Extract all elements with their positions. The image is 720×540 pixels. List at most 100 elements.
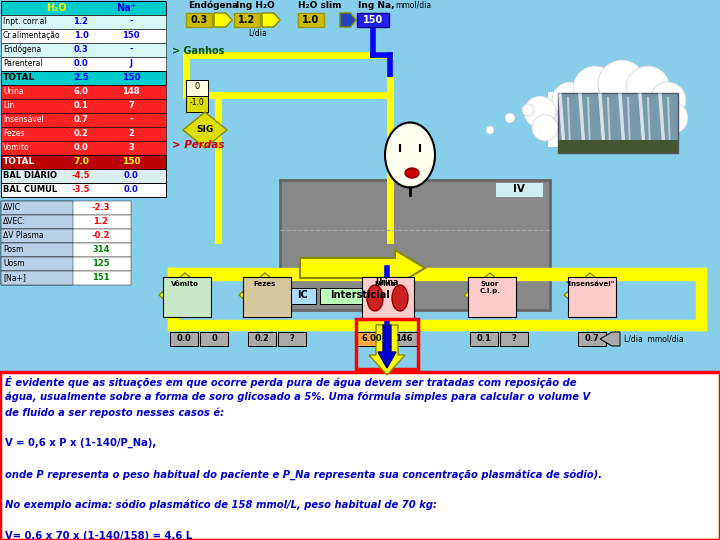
Text: > Perdas: > Perdas [172, 140, 225, 150]
FancyBboxPatch shape [568, 277, 616, 317]
FancyBboxPatch shape [0, 372, 720, 540]
Text: Urina: Urina [375, 278, 399, 287]
FancyBboxPatch shape [163, 277, 211, 317]
Text: TOTAL: TOTAL [3, 157, 35, 166]
FancyBboxPatch shape [1, 243, 73, 257]
FancyBboxPatch shape [278, 332, 306, 346]
FancyBboxPatch shape [1, 243, 131, 257]
Circle shape [646, 118, 674, 146]
FancyBboxPatch shape [248, 332, 276, 346]
FancyBboxPatch shape [1, 127, 166, 141]
FancyBboxPatch shape [186, 13, 212, 27]
Text: 0.3: 0.3 [73, 45, 89, 54]
Text: Vômito: Vômito [171, 281, 199, 287]
Text: 0.0: 0.0 [124, 171, 138, 180]
FancyBboxPatch shape [1, 57, 166, 71]
Text: 0.0: 0.0 [73, 143, 89, 152]
Text: 0.2: 0.2 [255, 334, 269, 343]
Text: L/dia  mmol/dia: L/dia mmol/dia [624, 334, 683, 343]
Text: 0.0: 0.0 [124, 185, 138, 194]
Polygon shape [300, 250, 425, 286]
Ellipse shape [405, 168, 419, 178]
Text: Endógena: Endógena [188, 1, 238, 10]
FancyBboxPatch shape [1, 229, 73, 243]
Text: TOTAL: TOTAL [3, 73, 35, 82]
Text: V= 0,6 x 70 x (1-140/158) = 4,6 L: V= 0,6 x 70 x (1-140/158) = 4,6 L [5, 531, 192, 540]
FancyBboxPatch shape [298, 13, 324, 27]
Text: "Insensável": "Insensável" [565, 281, 615, 287]
Text: 150: 150 [122, 73, 140, 82]
Text: V = 0,6 x P x (1-140/P_Na),: V = 0,6 x P x (1-140/P_Na), [5, 438, 156, 448]
Text: Urina: Urina [3, 87, 24, 96]
Text: 0.3: 0.3 [190, 15, 207, 25]
Polygon shape [564, 273, 616, 317]
FancyBboxPatch shape [1, 271, 73, 285]
FancyBboxPatch shape [1, 43, 166, 57]
Text: 148: 148 [122, 87, 140, 96]
Text: ?: ? [512, 334, 516, 343]
FancyBboxPatch shape [1, 29, 166, 43]
FancyBboxPatch shape [1, 169, 166, 183]
Circle shape [532, 115, 558, 141]
FancyBboxPatch shape [1, 113, 166, 127]
FancyBboxPatch shape [1, 155, 166, 169]
Text: ΔV Plasma: ΔV Plasma [3, 231, 44, 240]
FancyBboxPatch shape [170, 332, 198, 346]
FancyBboxPatch shape [1, 141, 166, 155]
FancyBboxPatch shape [495, 182, 543, 197]
Text: 0.7: 0.7 [73, 115, 89, 124]
Text: 0: 0 [211, 334, 217, 343]
FancyBboxPatch shape [362, 277, 414, 319]
FancyBboxPatch shape [320, 288, 400, 304]
Text: de fluido a ser reposto nesses casos é:: de fluido a ser reposto nesses casos é: [5, 407, 224, 417]
Text: H₂O slim: H₂O slim [298, 1, 341, 10]
Polygon shape [159, 273, 211, 317]
Polygon shape [369, 325, 405, 375]
Polygon shape [262, 13, 280, 27]
FancyBboxPatch shape [468, 277, 516, 317]
FancyBboxPatch shape [356, 332, 388, 346]
FancyBboxPatch shape [1, 257, 131, 271]
FancyBboxPatch shape [1, 201, 131, 215]
Text: -2.3: -2.3 [91, 203, 110, 212]
FancyBboxPatch shape [1, 183, 166, 197]
FancyBboxPatch shape [1, 99, 166, 113]
Circle shape [650, 82, 686, 118]
Text: -: - [129, 17, 132, 26]
FancyBboxPatch shape [1, 201, 73, 215]
Text: -4.5: -4.5 [72, 171, 90, 180]
FancyBboxPatch shape [357, 13, 389, 27]
Text: 150: 150 [363, 15, 383, 25]
Text: Suor
C.l.p.: Suor C.l.p. [480, 281, 500, 294]
Text: 0.7: 0.7 [585, 334, 599, 343]
Text: -: - [129, 115, 132, 124]
Text: Posm: Posm [3, 245, 23, 254]
Circle shape [522, 104, 534, 116]
Text: 1.2: 1.2 [73, 17, 89, 26]
Text: Na⁺: Na⁺ [116, 3, 136, 13]
Text: [Na+]: [Na+] [3, 273, 26, 282]
Text: onde P representa o peso habitual do paciente e P_Na representa sua concentração: onde P representa o peso habitual do pac… [5, 469, 602, 480]
Circle shape [524, 96, 556, 128]
Text: 146: 146 [395, 334, 413, 343]
Ellipse shape [385, 123, 435, 187]
Text: Lin: Lin [3, 101, 14, 110]
Text: mmol/dia: mmol/dia [395, 1, 431, 10]
Text: 0.1: 0.1 [73, 101, 89, 110]
Text: 150: 150 [122, 157, 140, 166]
Text: 0: 0 [194, 82, 199, 91]
Text: 2: 2 [128, 129, 134, 138]
FancyBboxPatch shape [243, 277, 291, 317]
Text: No exemplo acima: sódio plasmático de 158 mmol/L, peso habitual de 70 kg:: No exemplo acima: sódio plasmático de 15… [5, 500, 437, 510]
Text: -1.0: -1.0 [189, 98, 204, 107]
FancyBboxPatch shape [1, 257, 73, 271]
Text: Insensável: Insensável [3, 115, 44, 124]
Text: -0.2: -0.2 [91, 231, 110, 240]
Circle shape [598, 60, 646, 108]
Text: Ing Na,: Ing Na, [358, 1, 395, 10]
Text: 3: 3 [128, 143, 134, 152]
Text: J: J [130, 59, 132, 68]
Text: BAL DIÁRIO: BAL DIÁRIO [3, 171, 57, 180]
FancyBboxPatch shape [1, 1, 166, 15]
Text: Endógena: Endógena [3, 45, 41, 55]
